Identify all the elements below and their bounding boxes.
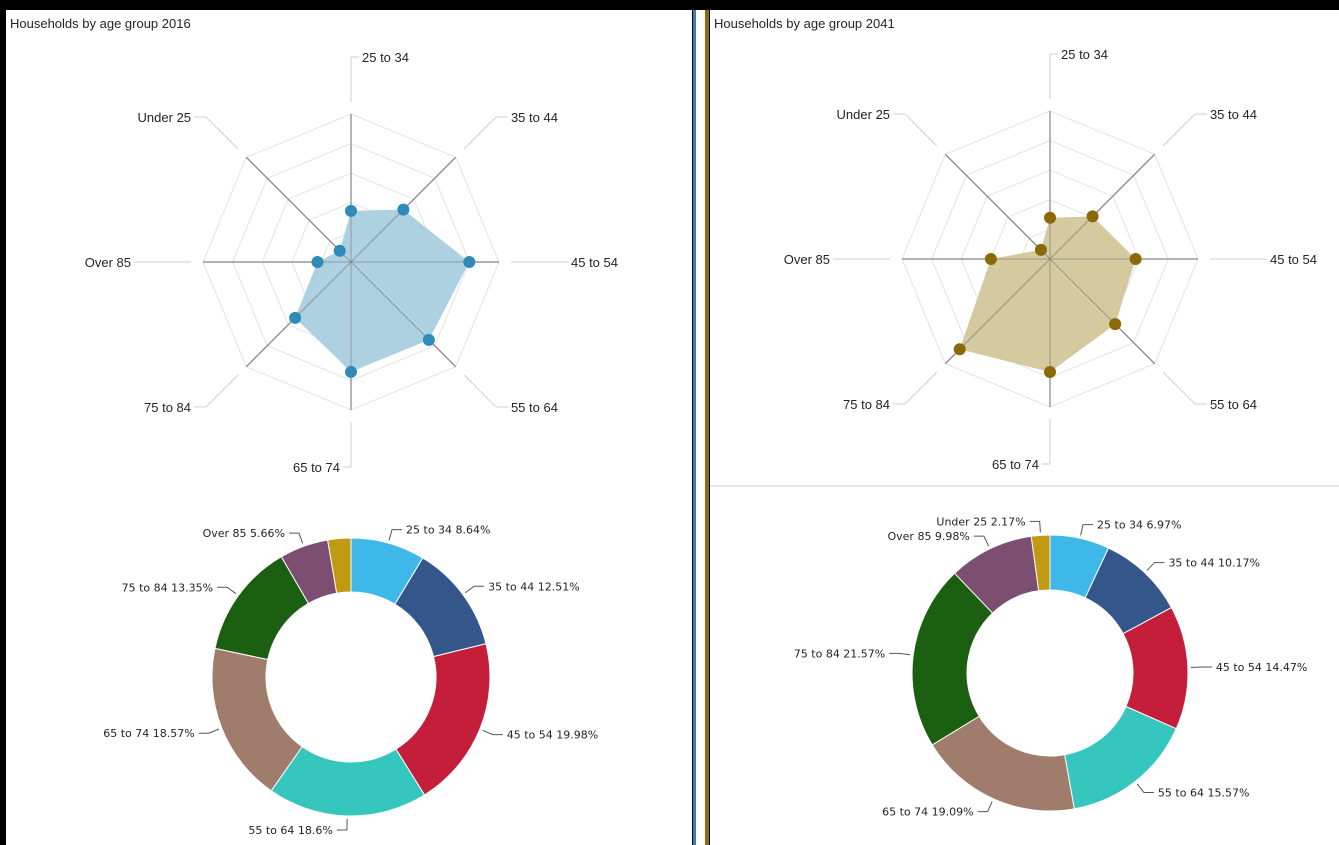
donut-slice-75-to-84[interactable] — [911, 572, 994, 746]
donut-label-leader — [977, 801, 993, 813]
radar-axis-label-55-to-64: 55 to 64 — [511, 400, 558, 415]
radar-series-area — [295, 209, 470, 372]
visual-panel-2016[interactable]: Households by age group 2016 25 to 34 35 … — [6, 10, 692, 845]
radar-axis-overlay — [350, 261, 457, 368]
radar-series-area — [959, 216, 1136, 372]
charts-2041: 25 to 34 35 to 44 45 to 54 55 to 64 65 to 74… — [784, 47, 1317, 819]
radar-point-25-to-34[interactable] — [1044, 211, 1056, 224]
donut-label-leader — [217, 586, 237, 595]
radar-axis-label-45-to-54: 45 to 54 — [1270, 252, 1317, 267]
radar-axis-label-35-to-44: 35 to 44 — [1210, 107, 1257, 122]
radar-point-75-to-84[interactable] — [289, 311, 302, 324]
radar-axis-label-over-85: Over 85 — [85, 255, 131, 270]
radar-axis-label-under-25: Under 25 — [138, 110, 191, 125]
radar-axis-label-45-to-54: 45 to 54 — [571, 255, 618, 270]
donut-label-leader — [288, 532, 304, 544]
radar-point-45-to-54[interactable] — [1129, 253, 1142, 265]
donut-label-leader — [388, 529, 403, 541]
donut-data-label-45-to-54: 45 to 54 19.98% — [507, 729, 598, 742]
donut-data-label-under-25: Under 25 2.17% — [936, 515, 1025, 528]
radar-label-leader — [463, 116, 497, 150]
radar-point-over-85[interactable] — [311, 256, 324, 268]
radar-label-leader — [1162, 113, 1196, 147]
radar-label-leader — [1162, 371, 1196, 405]
donut-label-leader — [336, 818, 348, 831]
donut-slice-under-25[interactable] — [327, 537, 352, 594]
panel-gap — [696, 10, 705, 845]
radar-axis-overlay — [245, 156, 352, 263]
radar-point-55-to-64[interactable] — [422, 333, 435, 346]
panel-divider-blue — [693, 10, 696, 845]
radar-axis-label-over-85: Over 85 — [784, 252, 830, 267]
radar-axis-label-65-to-74: 65 to 74 — [992, 457, 1039, 472]
radar-axis-label-75-to-84: 75 to 84 — [843, 397, 890, 412]
donut-slice-under-25[interactable] — [1030, 534, 1051, 592]
donut-data-label-over-85: Over 85 9.98% — [887, 530, 969, 543]
donut-data-label-45-to-54: 45 to 54 14.47% — [1216, 661, 1307, 674]
radar-point-under-25[interactable] — [333, 244, 346, 257]
chart-title: Households by age group 2041 — [714, 16, 895, 31]
radar-point-over-85[interactable] — [984, 253, 997, 265]
donut-label-leader — [1029, 520, 1041, 533]
radar-axis-overlay — [1049, 153, 1156, 260]
donut-data-label-35-to-44: 35 to 44 10.17% — [1168, 557, 1259, 570]
donut-label-leader — [482, 729, 503, 736]
radar-axis-overlay — [944, 153, 1051, 260]
donut-label-leader — [1146, 562, 1165, 571]
donut-label-leader — [465, 585, 485, 594]
donut-data-label-75-to-84: 75 to 84 21.57% — [794, 647, 885, 660]
donut-data-label-75-to-84: 75 to 84 13.35% — [122, 581, 213, 594]
donut-label-leader — [1136, 783, 1154, 794]
donut-data-label-over-85: Over 85 5.66% — [203, 527, 285, 540]
radar-axis-label-under-25: Under 25 — [837, 107, 890, 122]
radar-axis-overlay — [1049, 258, 1156, 365]
chart-title: Households by age group 2016 — [10, 16, 191, 31]
radar-axis-label-25-to-34: 25 to 34 — [1061, 47, 1108, 62]
radar-point-45-to-54[interactable] — [463, 256, 476, 268]
panel-divider-gold — [705, 10, 709, 845]
donut-label-leader — [973, 535, 990, 547]
radar-axis-label-55-to-64: 55 to 64 — [1210, 397, 1257, 412]
radar-axis-label-75-to-84: 75 to 84 — [144, 400, 191, 415]
charts-2016: 25 to 34 35 to 44 45 to 54 55 to 64 65 to 74… — [85, 50, 618, 837]
radar-point-75-to-84[interactable] — [953, 343, 966, 356]
radar-point-65-to-74[interactable] — [345, 365, 357, 378]
radar-label-leader — [904, 113, 938, 147]
donut-label-leader — [1080, 524, 1094, 536]
donut-data-label-25-to-34: 25 to 34 8.64% — [406, 524, 490, 537]
radar-label-leader — [904, 371, 938, 405]
donut-data-label-55-to-64: 55 to 64 15.57% — [1158, 787, 1249, 800]
donut-data-label-65-to-74: 65 to 74 18.57% — [103, 727, 194, 740]
visual-separator — [710, 485, 1339, 487]
radar-axis-label-35-to-44: 35 to 44 — [511, 110, 558, 125]
radar-label-leader — [205, 374, 239, 408]
donut-data-label-65-to-74: 65 to 74 19.09% — [882, 806, 973, 819]
radar-label-leader — [205, 116, 239, 150]
donut-label-leader — [889, 652, 911, 656]
radar-point-25-to-34[interactable] — [345, 204, 357, 217]
radar-axis-label-25-to-34: 25 to 34 — [362, 50, 409, 65]
radar-point-under-25[interactable] — [1034, 243, 1047, 256]
visual-panel-2041[interactable]: Households by age group 2041 25 to 34 35 … — [710, 10, 1339, 845]
donut-label-leader — [198, 728, 220, 734]
donut-data-label-35-to-44: 35 to 44 12.51% — [488, 580, 579, 593]
radar-point-55-to-64[interactable] — [1109, 318, 1122, 331]
radar-label-leader — [463, 374, 497, 408]
radar-axis-label-65-to-74: 65 to 74 — [293, 460, 340, 475]
donut-data-label-55-to-64: 55 to 64 18.6% — [248, 824, 332, 837]
radar-point-35-to-44[interactable] — [397, 203, 410, 216]
donut-data-label-25-to-34: 25 to 34 6.97% — [1097, 519, 1181, 532]
radar-point-35-to-44[interactable] — [1086, 210, 1099, 223]
radar-point-65-to-74[interactable] — [1044, 366, 1056, 379]
